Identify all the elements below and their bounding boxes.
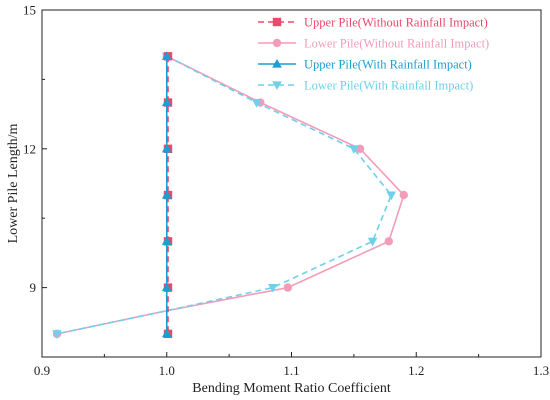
series-4 [52,52,397,339]
legend-marker [272,58,282,68]
series-line [56,55,393,335]
data-point [355,144,365,153]
data-point [161,236,172,245]
x-tick-label: 1.0 [159,363,175,378]
data-point [161,143,172,153]
data-point [251,98,262,108]
axis-ticks: 0.9 1.0 1.1 1.2 1.3 9 12 15 [23,3,549,379]
data-point [161,190,172,199]
data-point [384,237,394,246]
x-tick-label: 1.1 [283,363,299,378]
x-tick-label: 0.9 [34,363,50,378]
legend-label: Lower Pile(With Rainfall Impact) [304,79,473,93]
y-tick-label: 15 [23,3,36,18]
data-point [161,328,172,338]
y-tick-label: 12 [23,141,36,156]
series-2 [52,52,408,339]
x-axis-title: Bending Moment Ratio Coefficient [192,381,391,396]
legend-item-3: Upper Pile(With Rainfall Impact) [258,58,472,72]
data-point [367,237,378,247]
data-point [161,97,172,107]
data-point [349,145,359,154]
legend: Upper Pile(Without Rainfall Impact) Lower… [258,16,489,93]
legend-marker [272,81,282,91]
series-line [56,55,405,335]
series-layer [52,51,408,339]
legend-marker [272,17,282,27]
legend-item-2: Lower Pile(Without Rainfall Impact) [258,37,489,51]
data-point [283,283,292,292]
data-point [267,284,278,293]
series-3 [161,51,172,338]
legend-marker [272,38,282,48]
legend-item-1: Upper Pile(Without Rainfall Impact) [258,16,488,30]
data-point [399,190,408,200]
legend-item-4: Lower Pile(With Rainfall Impact) [258,79,473,93]
data-point [386,191,397,201]
legend-label: Upper Pile(Without Rainfall Impact) [304,16,488,30]
x-tick-label: 1.3 [533,363,549,378]
data-point [161,282,172,292]
y-tick-label: 9 [30,280,37,295]
data-point [52,330,62,339]
data-point [161,51,172,60]
y-axis-title: Lower Pile Length/m [6,124,21,244]
legend-label: Upper Pile(With Rainfall Impact) [304,58,472,72]
legend-label: Lower Pile(Without Rainfall Impact) [304,37,489,51]
x-tick-label: 1.2 [408,363,424,378]
